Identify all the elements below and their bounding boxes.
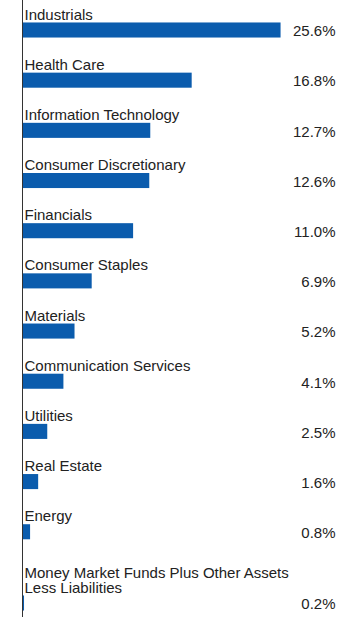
svg-text:1.6%: 1.6% xyxy=(301,474,335,491)
svg-text:2.5%: 2.5% xyxy=(301,424,335,441)
svg-text:Real Estate: Real Estate xyxy=(25,457,103,474)
svg-text:Energy: Energy xyxy=(25,507,73,524)
svg-text:Consumer Discretionary: Consumer Discretionary xyxy=(25,156,186,173)
svg-text:11.0%: 11.0% xyxy=(294,223,335,240)
svg-text:Information Technology: Information Technology xyxy=(25,106,180,123)
svg-text:Financials: Financials xyxy=(25,206,93,223)
svg-text:Consumer Staples: Consumer Staples xyxy=(25,256,148,273)
svg-text:12.7%: 12.7% xyxy=(293,123,336,140)
svg-text:Utilities: Utilities xyxy=(25,407,73,424)
svg-text:16.8%: 16.8% xyxy=(293,72,336,89)
svg-text:0.8%: 0.8% xyxy=(301,524,335,541)
svg-text:4.1%: 4.1% xyxy=(301,374,335,391)
svg-text:Health Care: Health Care xyxy=(25,56,105,73)
svg-text:12.6%: 12.6% xyxy=(293,173,336,190)
svg-text:6.9%: 6.9% xyxy=(301,273,335,290)
svg-text:Materials: Materials xyxy=(25,307,86,324)
svg-text:5.2%: 5.2% xyxy=(301,323,335,340)
svg-text:25.6%: 25.6% xyxy=(293,22,336,39)
svg-text:Money Market Funds Plus Other: Money Market Funds Plus Other AssetsLess… xyxy=(25,564,289,596)
svg-text:0.2%: 0.2% xyxy=(301,595,335,612)
svg-text:Communication Services: Communication Services xyxy=(25,357,191,374)
svg-text:Industrials: Industrials xyxy=(25,6,93,23)
